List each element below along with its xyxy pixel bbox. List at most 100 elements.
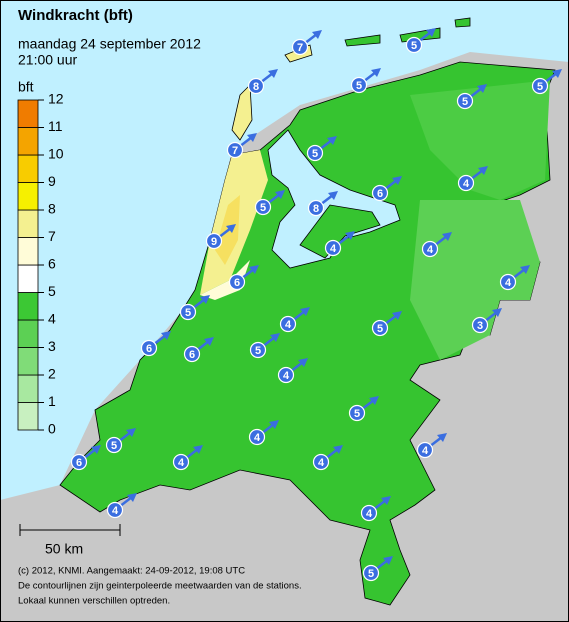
wind-arrow-head [226, 224, 236, 233]
station [348, 404, 366, 422]
legend-swatch [17, 237, 39, 266]
legend-swatch [17, 402, 39, 431]
wind-arrow-head [298, 358, 308, 367]
station [499, 273, 517, 291]
station-value: 4 [112, 505, 119, 517]
station [457, 174, 475, 192]
wind-arrow-head [383, 556, 393, 565]
station [277, 366, 295, 384]
station-value: 4 [254, 432, 261, 444]
station [306, 144, 324, 162]
legend-label: 3 [48, 338, 56, 354]
station [416, 441, 434, 459]
station [140, 339, 158, 357]
legend-title: bft [18, 79, 34, 95]
wind-arrow-head [127, 493, 137, 502]
station [291, 38, 309, 56]
legend-swatch [17, 154, 39, 183]
wind-arrow-head [126, 428, 136, 437]
legend-label: 7 [48, 228, 56, 244]
footer-line: Lokaal kunnen verschillen optreden. [18, 596, 170, 607]
island [344, 34, 381, 47]
footer-line: De contourlijnen zijn geinterpoleerde me… [18, 581, 302, 592]
station [106, 501, 124, 519]
wind-arrow-head [392, 176, 402, 185]
wind-arrow-head [477, 84, 487, 93]
station [350, 76, 368, 94]
station [371, 184, 389, 202]
legend-label: 9 [48, 173, 56, 189]
sea [0, 0, 569, 500]
flevoland [299, 204, 381, 259]
station [172, 453, 190, 471]
station [226, 141, 244, 159]
wind-arrow-head [328, 191, 338, 200]
wind-arrow-head [381, 496, 391, 505]
legend-swatch [17, 127, 39, 156]
wind-arrow-head [200, 295, 210, 304]
station [531, 77, 549, 95]
station-value: 7 [232, 145, 238, 157]
station-value: 5 [462, 96, 468, 108]
wind-arrow-head [333, 445, 343, 454]
wind-arrow-head [270, 333, 280, 342]
wind-arrow-head [247, 133, 257, 142]
legend-label: 1 [48, 393, 56, 409]
station-value: 4 [283, 370, 290, 382]
station-value: 6 [146, 343, 152, 355]
station [247, 77, 265, 95]
station-value: 6 [377, 188, 383, 200]
legend-label: 0 [48, 421, 56, 437]
wind-arrow-head [478, 166, 488, 175]
station [362, 564, 380, 582]
legend-swatch [17, 292, 39, 321]
legend-label: 5 [48, 283, 56, 299]
region-light [410, 80, 550, 200]
station-value: 4 [366, 508, 373, 520]
wind-arrow-head [369, 396, 379, 405]
wind-arrow-head [520, 265, 530, 274]
station [254, 198, 272, 216]
station [312, 453, 330, 471]
wind-arrow-head [492, 308, 502, 317]
wind-arrow-head [269, 420, 279, 429]
station-value: 5 [377, 323, 383, 335]
legend-label: 6 [48, 256, 56, 272]
station [183, 345, 201, 363]
station [405, 36, 423, 54]
station [249, 341, 267, 359]
legend-swatch [17, 374, 39, 403]
station-value: 8 [313, 203, 319, 215]
legend-label: 8 [48, 201, 56, 217]
wind-arrow-head [268, 69, 278, 78]
legend-label: 4 [48, 311, 56, 327]
wind-arrow-head [442, 232, 452, 241]
legend-label: 2 [48, 366, 56, 382]
wind-arrow-head [312, 30, 322, 39]
station-value: 4 [427, 244, 434, 256]
wind-arrow-head [300, 307, 310, 316]
station [456, 92, 474, 110]
wind-arrow-head [552, 69, 562, 78]
station-value: 4 [285, 319, 292, 331]
station [360, 504, 378, 522]
station-value: 5 [411, 40, 417, 52]
station-value: 6 [189, 349, 195, 361]
station-value: 5 [368, 568, 374, 580]
legend-label: 12 [48, 91, 64, 107]
station [324, 239, 342, 257]
station-value: 4 [178, 457, 185, 469]
station-value: 6 [76, 457, 82, 469]
station-value: 3 [477, 320, 483, 332]
legend-swatch [17, 319, 39, 348]
station-value: 5 [354, 408, 360, 420]
station [228, 273, 246, 291]
station-value: 4 [330, 243, 337, 255]
island [454, 17, 471, 28]
legend-swatch [17, 99, 39, 128]
station-value: 6 [234, 277, 240, 289]
wind-arrow-head [327, 136, 337, 145]
wind-arrow-head [249, 265, 259, 274]
wind-arrow-head [371, 68, 381, 77]
